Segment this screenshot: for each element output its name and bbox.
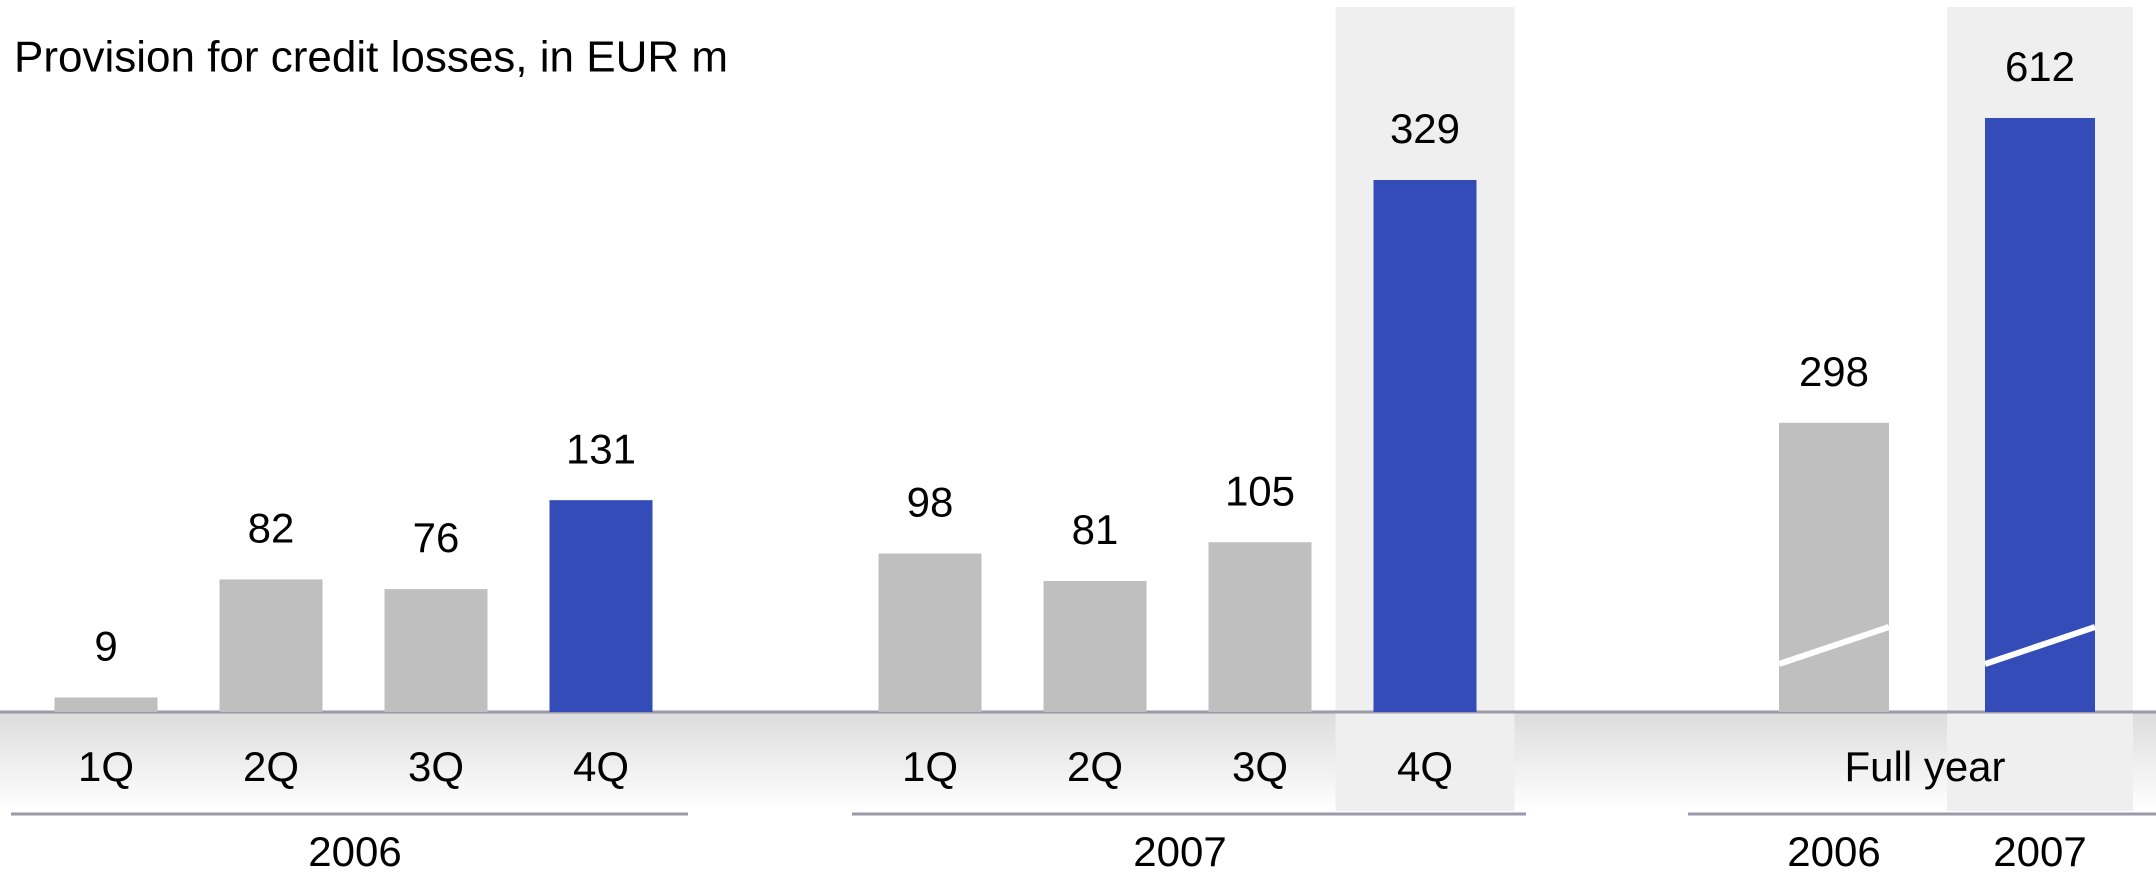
value-label: 82: [248, 504, 295, 551]
axis-break: [1984, 624, 2096, 667]
x-tick-label: 1Q: [902, 743, 958, 790]
group-category-label: 2006: [1787, 828, 1880, 875]
value-label: 76: [413, 514, 460, 561]
group-label: 2006: [308, 828, 401, 875]
x-tick-label: 4Q: [1397, 743, 1453, 790]
x-tick-label: 2Q: [1067, 743, 1123, 790]
bar: [1985, 118, 2095, 712]
group-label: Full year: [1844, 743, 2005, 790]
x-tick-label: 3Q: [1232, 743, 1288, 790]
x-tick-label: 2Q: [243, 743, 299, 790]
value-label: 298: [1799, 348, 1869, 395]
value-label: 329: [1390, 105, 1460, 152]
bar: [1373, 180, 1477, 712]
bar: [549, 500, 653, 712]
bar: [219, 579, 323, 712]
value-label: 98: [907, 479, 954, 526]
x-tick-label: 4Q: [573, 743, 629, 790]
axis-break: [1778, 624, 1890, 667]
value-label: 9: [94, 623, 117, 670]
value-label: 105: [1225, 467, 1295, 514]
bar: [54, 697, 158, 712]
group-label: 2007: [1133, 828, 1226, 875]
value-label: 612: [2005, 43, 2075, 90]
label-band: [0, 712, 2156, 811]
x-tick-label: 3Q: [408, 743, 464, 790]
bar: [1208, 542, 1312, 712]
group-category-label: 2007: [1993, 828, 2086, 875]
x-tick-label: 1Q: [78, 743, 134, 790]
bar: [1779, 422, 1889, 712]
value-label: 81: [1072, 506, 1119, 553]
bar: [384, 589, 488, 712]
bar: [878, 553, 982, 712]
value-label: 131: [566, 425, 636, 472]
chart-title: Provision for credit losses, in EUR m: [14, 33, 728, 82]
bar: [1043, 581, 1147, 712]
